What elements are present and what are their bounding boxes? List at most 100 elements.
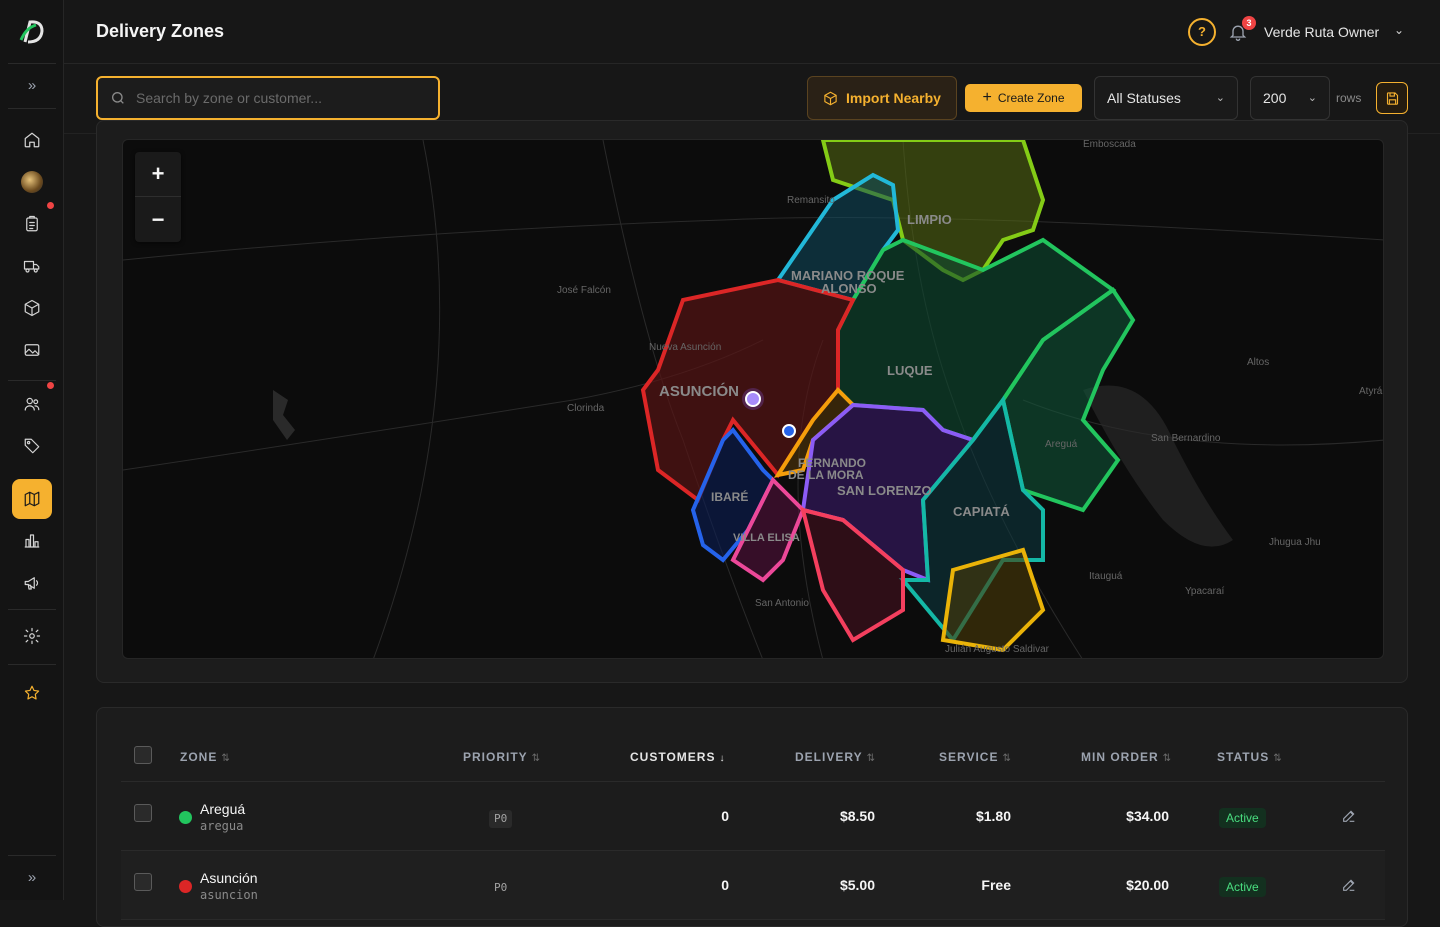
customers-count: 0 bbox=[721, 808, 729, 824]
table-row[interactable]: Asunción asuncion P0 0 $5.00 Free $20.00… bbox=[121, 851, 1385, 920]
place-label: Emboscada bbox=[1083, 140, 1136, 150]
zoom-out-button[interactable]: − bbox=[151, 206, 165, 232]
lake-shape bbox=[1083, 385, 1233, 547]
edit-icon[interactable] bbox=[1341, 808, 1357, 824]
place-label: Atyrá bbox=[1359, 386, 1383, 397]
column-service[interactable]: SERVICE ⇅ bbox=[939, 750, 1012, 764]
collapse-icon[interactable]: » bbox=[27, 869, 37, 886]
gear-icon bbox=[23, 627, 41, 645]
zoom-in-button[interactable]: + bbox=[135, 152, 181, 197]
rows-per-page-select[interactable]: 200 ⌄ bbox=[1250, 76, 1330, 120]
column-zone[interactable]: ZONE ⇅ bbox=[180, 750, 231, 764]
zones-map[interactable]: LIMPIO MARIANO ROQUE ALONSO LUQUE ASUNCI… bbox=[122, 139, 1384, 659]
sort-icon: ⇅ bbox=[1162, 753, 1173, 764]
place-label: Altos bbox=[1247, 357, 1269, 368]
search-box bbox=[96, 76, 440, 120]
chart-icon bbox=[24, 534, 40, 548]
min-order: $34.00 bbox=[1126, 808, 1169, 824]
customers-count: 0 bbox=[721, 877, 729, 893]
place-label: Julián Augusto Saldivar bbox=[945, 644, 1050, 655]
zone-slug: asuncion bbox=[200, 888, 258, 902]
sidebar-divider bbox=[8, 855, 56, 856]
sidebar-item-customers[interactable] bbox=[12, 382, 54, 424]
island-shape bbox=[273, 390, 295, 440]
customer-marker[interactable] bbox=[745, 391, 761, 407]
chevron-down-icon: ⌄ bbox=[1215, 92, 1225, 104]
priority-badge: P0 bbox=[489, 810, 513, 828]
zone-label: ALONSO bbox=[821, 281, 877, 296]
sidebar-item-marketing[interactable] bbox=[12, 563, 52, 603]
row-checkbox[interactable] bbox=[134, 804, 152, 822]
zone-label: MARIANO ROQUE bbox=[791, 268, 905, 283]
chevron-down-icon[interactable]: ⌄ bbox=[1394, 23, 1405, 37]
sidebar-item-media[interactable] bbox=[12, 330, 52, 370]
box-icon bbox=[24, 299, 40, 317]
user-menu[interactable]: Verde Ruta Owner bbox=[1264, 24, 1380, 40]
column-min-order[interactable]: MIN ORDER ⇅ bbox=[1081, 750, 1172, 764]
create-zone-button[interactable]: + Create Zone bbox=[965, 84, 1082, 112]
place-label: Itauguá bbox=[1089, 571, 1123, 582]
column-priority[interactable]: PRIORITY ⇅ bbox=[463, 750, 541, 764]
sidebar-item-home[interactable] bbox=[12, 120, 52, 160]
sidebar-item-zones[interactable] bbox=[12, 479, 52, 519]
zone-color-dot bbox=[179, 880, 192, 893]
sidebar-item-promotions[interactable] bbox=[12, 426, 52, 466]
app-logo[interactable] bbox=[16, 16, 48, 48]
zone-asuncion[interactable] bbox=[640, 277, 856, 504]
sidebar-item-products[interactable] bbox=[12, 288, 52, 328]
customer-marker[interactable] bbox=[782, 424, 796, 438]
column-status[interactable]: STATUS ⇅ bbox=[1217, 750, 1283, 764]
zone-san-antonio[interactable] bbox=[800, 507, 905, 643]
edit-icon[interactable] bbox=[1341, 877, 1357, 893]
zone-label: LIMPIO bbox=[907, 212, 952, 227]
sidebar-item-orders[interactable] bbox=[12, 202, 54, 244]
status-filter-select[interactable]: All Statuses ⌄ bbox=[1094, 76, 1238, 120]
import-nearby-button[interactable]: Import Nearby bbox=[807, 76, 957, 120]
column-delivery-label: DELIVERY bbox=[795, 750, 863, 764]
search-icon bbox=[110, 90, 126, 106]
search-input[interactable] bbox=[136, 78, 426, 118]
megaphone-icon bbox=[24, 577, 39, 590]
expand-icon[interactable]: » bbox=[27, 77, 37, 94]
home-icon bbox=[24, 132, 40, 148]
zone-label: CAPIATÁ bbox=[953, 504, 1010, 519]
sidebar-divider bbox=[8, 380, 56, 381]
sort-icon: ⇅ bbox=[1002, 753, 1012, 764]
row-checkbox[interactable] bbox=[134, 873, 152, 891]
help-circle-icon[interactable]: ? bbox=[1188, 18, 1216, 46]
notifications-button[interactable]: 3 bbox=[1228, 16, 1256, 44]
status-filter-value: All Statuses bbox=[1107, 90, 1181, 106]
table-header: ZONE ⇅ PRIORITY ⇅ CUSTOMERS ↓ DELIVERY ⇅ SER… bbox=[121, 732, 1385, 782]
sidebar: » » bbox=[0, 0, 64, 900]
zone-label: SAN LORENZO bbox=[837, 483, 932, 498]
users-icon bbox=[24, 397, 40, 411]
zone-name[interactable]: Asunción bbox=[200, 870, 258, 886]
zone-itaugua[interactable] bbox=[940, 547, 1046, 653]
tag-icon bbox=[24, 438, 40, 454]
sidebar-item-avatar[interactable] bbox=[12, 162, 52, 202]
sidebar-item-analytics[interactable] bbox=[12, 521, 52, 561]
rows-label: rows bbox=[1336, 91, 1362, 105]
zoom-controls: + − bbox=[135, 152, 181, 242]
select-all-checkbox[interactable] bbox=[134, 746, 152, 764]
table-row[interactable]: Areguá aregua P0 0 $8.50 $1.80 $34.00 Ac… bbox=[121, 782, 1385, 851]
sidebar-divider bbox=[8, 108, 56, 109]
package-icon bbox=[824, 91, 837, 105]
column-min-order-label: MIN ORDER bbox=[1081, 750, 1159, 764]
service-fee: Free bbox=[981, 877, 1011, 893]
chevron-down-icon: ⌄ bbox=[1307, 92, 1317, 104]
save-button[interactable] bbox=[1376, 82, 1408, 114]
sidebar-item-favorites[interactable] bbox=[12, 673, 52, 713]
min-order: $20.00 bbox=[1126, 877, 1169, 893]
column-customers[interactable]: CUSTOMERS ↓ bbox=[630, 750, 725, 764]
sort-desc-icon: ↓ bbox=[719, 753, 726, 764]
column-customers-label: CUSTOMERS bbox=[630, 750, 716, 764]
column-delivery[interactable]: DELIVERY ⇅ bbox=[795, 750, 876, 764]
create-zone-label: Create Zone bbox=[997, 91, 1065, 105]
zone-label: DE LA MORA bbox=[788, 468, 864, 482]
sidebar-item-settings[interactable] bbox=[12, 616, 52, 656]
sidebar-item-delivery[interactable] bbox=[12, 246, 52, 286]
zone-name[interactable]: Areguá bbox=[200, 801, 246, 817]
image-icon bbox=[24, 344, 40, 356]
zone-color-dot bbox=[179, 811, 192, 824]
